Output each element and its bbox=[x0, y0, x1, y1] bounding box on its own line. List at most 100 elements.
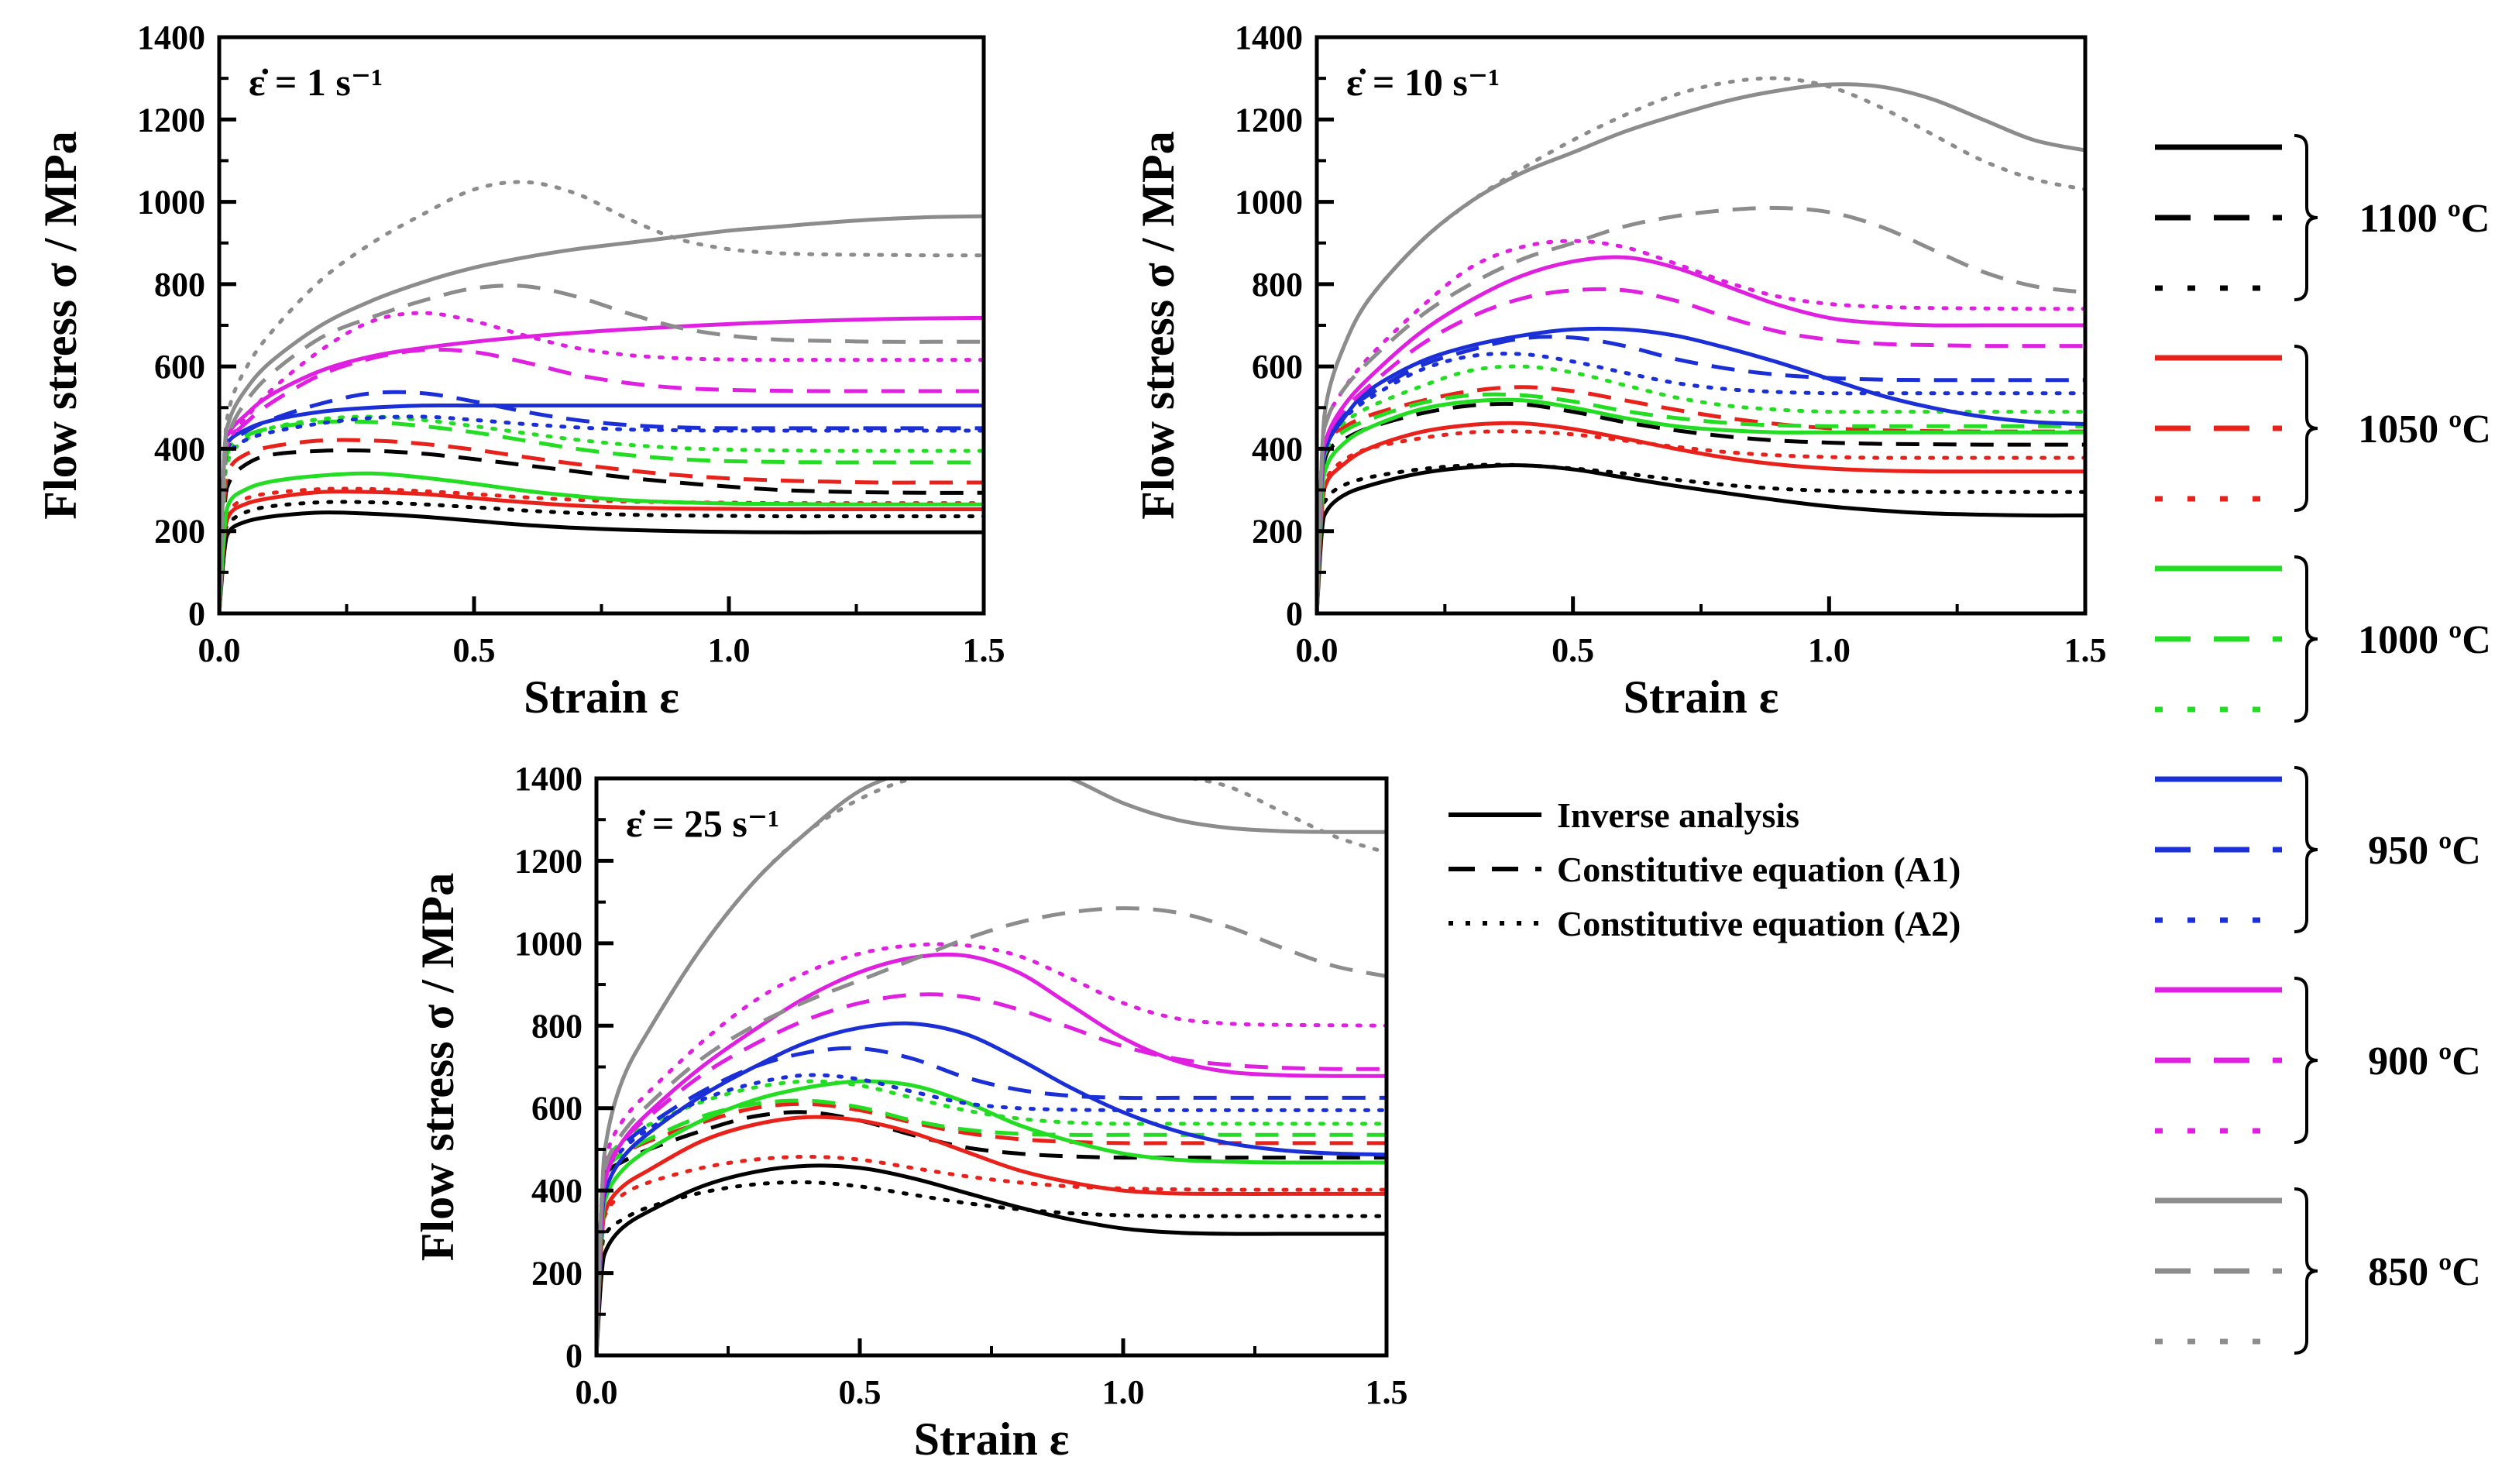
y-tick-label: 1400 bbox=[514, 760, 582, 798]
y-tick-label: 0 bbox=[188, 595, 205, 633]
series-line-4 bbox=[596, 1101, 1387, 1355]
temperature-legend: 1100 ºC 1050 ºC 1000 ºC 950 ºC 900 ºC 850 ºC bbox=[2155, 134, 2491, 1355]
x-tick-label: 0.0 bbox=[576, 1373, 618, 1411]
legend-brace bbox=[2294, 134, 2318, 301]
temperature-label: 1100 ºC bbox=[2359, 197, 2490, 241]
series-line-4 bbox=[1317, 385, 2085, 613]
series-line-10 bbox=[219, 390, 984, 613]
x-tick-label: 1.5 bbox=[2064, 631, 2107, 669]
series-line-7 bbox=[219, 419, 984, 613]
series-layer bbox=[1317, 76, 2085, 613]
y-tick-label: 200 bbox=[1252, 513, 1303, 551]
series-line-0 bbox=[1317, 463, 2085, 613]
series-line-15 bbox=[596, 778, 1387, 1355]
y-tick-label: 400 bbox=[531, 1172, 582, 1210]
series-line-11 bbox=[219, 414, 984, 613]
series-line-17 bbox=[596, 778, 1387, 1355]
series-line-16 bbox=[596, 906, 1387, 1355]
series-line-9 bbox=[219, 403, 984, 613]
y-tick-label: 400 bbox=[1252, 430, 1303, 468]
series-line-6 bbox=[1317, 397, 2085, 613]
chart-strain-rate-10: 0.0 0.5 1.0 1.5 0 200 400 600 800 1000 1200 1400 ε… bbox=[1132, 19, 2107, 723]
axis-ticks bbox=[1314, 35, 2088, 616]
y-tick-label: 0 bbox=[565, 1337, 582, 1375]
x-tick-label: 1.0 bbox=[1808, 631, 1851, 669]
y-tick-label: 1400 bbox=[1235, 19, 1303, 57]
y-tick-label: 400 bbox=[154, 430, 205, 468]
legend-brace bbox=[2294, 766, 2318, 933]
series-line-8 bbox=[1317, 364, 2085, 613]
series-line-6 bbox=[596, 1079, 1387, 1355]
series-line-0 bbox=[219, 510, 984, 613]
y-tick-label: 800 bbox=[1252, 266, 1303, 304]
legend-label-constitutive-a2: Constitutive equation (A2) bbox=[1557, 904, 1961, 943]
series-line-3 bbox=[596, 1115, 1387, 1355]
y-axis-title: Flow stress σ / MPa bbox=[1132, 131, 1184, 519]
y-tick-label: 1200 bbox=[137, 101, 205, 139]
x-tick-label: 1.5 bbox=[1366, 1373, 1408, 1411]
temperature-label: 900 ºC bbox=[2368, 1039, 2481, 1084]
temperature-label: 950 ºC bbox=[2368, 829, 2481, 873]
series-line-17 bbox=[1317, 76, 2085, 613]
series-line-0 bbox=[596, 1163, 1387, 1355]
chart-strain-rate-1: 0.0 0.5 1.0 1.5 0 200 400 600 800 1000 1200 1400 ε… bbox=[35, 19, 1005, 723]
x-tick-labels: 0.0 0.5 1.0 1.5 bbox=[576, 1373, 1408, 1411]
y-tick-label: 1200 bbox=[1235, 101, 1303, 139]
series-line-9 bbox=[596, 1021, 1387, 1355]
series-line-15 bbox=[1317, 82, 2085, 613]
y-tick-label: 200 bbox=[154, 513, 205, 551]
y-tick-label: 1000 bbox=[137, 184, 205, 222]
y-tick-label: 800 bbox=[531, 1007, 582, 1045]
series-line-6 bbox=[219, 471, 984, 613]
legend-brace bbox=[2294, 555, 2318, 723]
y-tick-label: 600 bbox=[1252, 348, 1303, 386]
series-line-16 bbox=[1317, 205, 2085, 613]
legend-brace bbox=[2294, 977, 2318, 1144]
legend-label-inverse-analysis: Inverse analysis bbox=[1557, 795, 1799, 835]
method-legend: Inverse analysis Constitutive equation (… bbox=[1449, 795, 1961, 943]
series-line-14 bbox=[1317, 239, 2085, 613]
series-line-7 bbox=[1317, 392, 2085, 613]
series-line-13 bbox=[219, 347, 984, 613]
series-line-15 bbox=[219, 214, 984, 613]
x-axis-title: Strain ε bbox=[524, 672, 679, 723]
x-tick-label: 1.5 bbox=[963, 631, 1005, 669]
series-line-12 bbox=[219, 315, 984, 613]
series-layer bbox=[596, 778, 1387, 1355]
legend-brace bbox=[2294, 1187, 2318, 1355]
series-line-3 bbox=[1317, 421, 2085, 613]
legend-brace bbox=[2294, 345, 2318, 512]
x-tick-label: 0.5 bbox=[453, 631, 496, 669]
temperature-label: 1000 ºC bbox=[2358, 618, 2491, 662]
series-line-11 bbox=[1317, 352, 2085, 613]
y-tick-label: 1000 bbox=[1235, 184, 1303, 222]
y-axis-title: Flow stress σ / MPa bbox=[412, 873, 463, 1261]
series-line-8 bbox=[596, 1079, 1387, 1355]
y-tick-label: 1200 bbox=[514, 842, 582, 880]
x-axis-title: Strain ε bbox=[914, 1414, 1070, 1465]
series-line-14 bbox=[219, 311, 984, 613]
series-line-2 bbox=[219, 500, 984, 613]
series-line-13 bbox=[596, 992, 1387, 1355]
strain-rate-annotation: ε̇ = 1 s⁻¹ bbox=[249, 60, 383, 104]
series-line-9 bbox=[1317, 326, 2085, 613]
axis-ticks bbox=[217, 35, 986, 616]
x-tick-label: 0.5 bbox=[1552, 631, 1594, 669]
series-line-8 bbox=[219, 414, 984, 613]
series-line-3 bbox=[219, 490, 984, 613]
series-line-1 bbox=[219, 448, 984, 613]
temperature-label: 850 ºC bbox=[2368, 1250, 2481, 1294]
series-line-13 bbox=[1317, 287, 2085, 613]
temperature-label: 1050 ºC bbox=[2358, 407, 2491, 452]
series-line-11 bbox=[596, 1073, 1387, 1355]
y-tick-labels: 0 200 400 600 800 1000 1200 1400 bbox=[514, 760, 582, 1375]
x-tick-label: 1.0 bbox=[1102, 1373, 1145, 1411]
y-tick-labels: 0 200 400 600 800 1000 1200 1400 bbox=[137, 19, 205, 633]
x-tick-label: 0.0 bbox=[198, 631, 241, 669]
x-tick-labels: 0.0 0.5 1.0 1.5 bbox=[198, 631, 1005, 669]
y-tick-label: 1400 bbox=[137, 19, 205, 57]
axis-ticks bbox=[594, 776, 1389, 1358]
y-tick-label: 800 bbox=[154, 266, 205, 304]
plot-frame bbox=[217, 35, 986, 616]
